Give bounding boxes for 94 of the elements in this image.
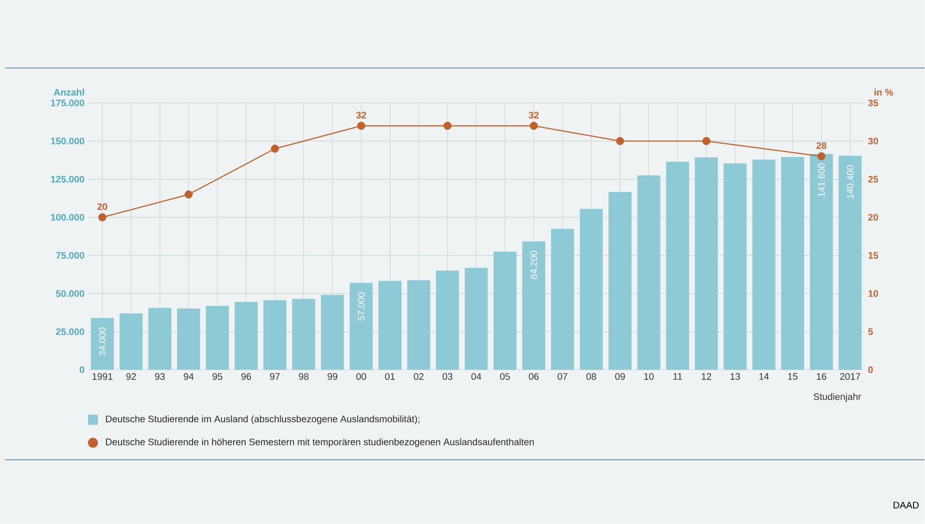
bar (350, 283, 373, 370)
bar (292, 299, 316, 370)
bar (407, 280, 430, 370)
text: DAAD (894, 502, 919, 508)
y-tick-label: 0 (80, 366, 84, 374)
data-label: 32 (528, 112, 539, 119)
bar (724, 163, 747, 370)
bar (464, 268, 488, 370)
bar (378, 281, 402, 370)
bar (148, 308, 172, 370)
bar (838, 156, 862, 370)
x-tick-label: 95 (212, 373, 222, 380)
x-tick-label: 10 (644, 373, 654, 380)
y2-tick-label: 35 (868, 100, 878, 106)
bar (580, 209, 603, 370)
data-label: 34.000 (98, 328, 106, 356)
data-label: 141.600 (818, 164, 825, 197)
bar (320, 295, 344, 370)
point (270, 144, 279, 153)
data-label: 140.400 (846, 165, 854, 198)
legend-label: Deutsche Studierende im Ausland (abschlussbezogene Auslandsmobilität); (106, 415, 420, 424)
x-tick-label: 01 (385, 373, 395, 380)
x-tick-label: 14 (759, 373, 769, 380)
bar (637, 176, 660, 370)
point (616, 137, 624, 146)
bar (522, 242, 546, 370)
x-tick-label: 94 (184, 373, 194, 380)
x-tick-label: 06 (528, 373, 539, 380)
bar (90, 318, 114, 370)
x-tick-label: 92 (126, 373, 136, 380)
bar (120, 314, 143, 370)
x-tick-label: 05 (500, 373, 510, 380)
data-label: 32 (356, 112, 366, 119)
y2-tick-label: 25 (868, 176, 878, 183)
bar (436, 270, 459, 370)
x-tick-label: 2017 (840, 373, 860, 380)
data-label: 28 (816, 142, 826, 150)
x-tick-label: 98 (298, 373, 309, 380)
point (184, 190, 193, 199)
y-tick-label: 75.000 (56, 252, 84, 259)
x-tick-label: 1991 (92, 373, 112, 380)
x-tick-label: 08 (586, 373, 596, 380)
y-tick-label: 125.000 (51, 176, 84, 183)
data-label: 57.000 (358, 292, 365, 321)
point (702, 137, 710, 146)
x-tick-label: 99 (328, 373, 338, 380)
y-tick-label: 100.000 (51, 214, 84, 221)
bar (206, 306, 229, 370)
x-tick-label: 09 (615, 373, 625, 380)
y-tick-label: 25.000 (56, 328, 84, 336)
bar (810, 154, 833, 370)
y2-tick-label: 5 (868, 328, 873, 336)
bar (494, 252, 517, 370)
point (817, 152, 826, 160)
data-label: 84.200 (530, 251, 538, 280)
x-axis-title: Studienjahr (814, 393, 862, 402)
y-tick-label: 150.000 (51, 138, 84, 145)
y-tick-label: 175.000 (51, 100, 84, 106)
y2-tick-label: 30 (868, 138, 878, 145)
point (443, 122, 452, 130)
x-tick-label: 07 (558, 373, 568, 380)
bar (177, 308, 200, 370)
x-tick-label: 04 (471, 373, 482, 380)
x-tick-label: 13 (730, 373, 740, 380)
bar (234, 302, 258, 370)
y2-tick-label: 15 (868, 252, 878, 259)
x-tick-label: 02 (414, 373, 424, 380)
y2-tick-label: 0 (868, 366, 873, 374)
data-label: 20 (97, 203, 108, 210)
bar (752, 160, 776, 370)
bar (666, 162, 690, 370)
point (98, 213, 106, 222)
bar (551, 229, 574, 370)
bar (781, 157, 804, 370)
x-tick-label: 97 (270, 373, 280, 380)
x-tick-label: 93 (155, 373, 165, 380)
x-tick-label: 12 (702, 373, 712, 380)
x-tick-label: 16 (816, 373, 826, 380)
point (530, 122, 538, 130)
legend-label: Deutsche Studierende in höheren Semestern mit temporären studienbezogenen Auslandsaufenthalten (106, 438, 534, 448)
point (357, 122, 366, 130)
x-tick-label: 96 (241, 373, 251, 380)
y-tick-label: 50.000 (56, 290, 84, 298)
bar (263, 300, 286, 370)
y2-tick-label: 20 (868, 214, 878, 221)
y-axis-title: Anzahl (54, 88, 84, 96)
x-tick-label: 00 (356, 373, 366, 380)
y2-tick-label: 10 (868, 290, 878, 298)
bar (694, 158, 718, 370)
x-tick-label: 03 (442, 373, 452, 380)
y2-axis-title: in % (874, 88, 894, 96)
x-tick-label: 11 (673, 373, 682, 380)
bar (608, 192, 632, 370)
x-tick-label: 15 (788, 373, 798, 380)
